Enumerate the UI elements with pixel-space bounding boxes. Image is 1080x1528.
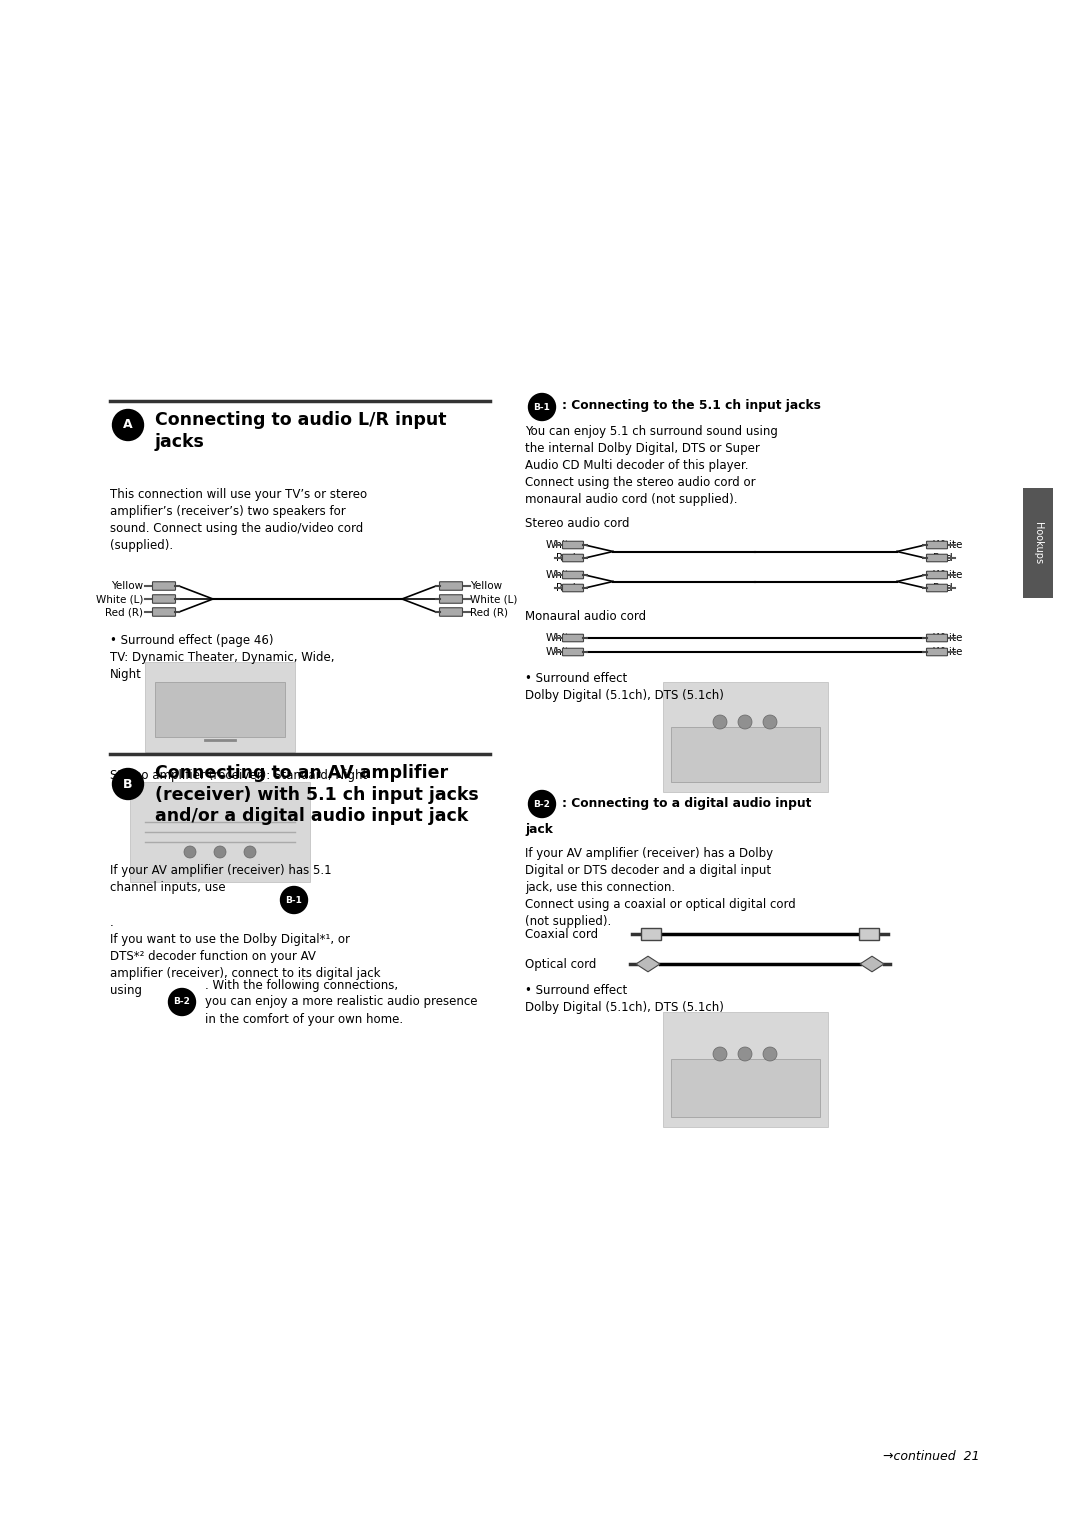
- Circle shape: [762, 715, 777, 729]
- Text: If your AV amplifier (receiver) has 5.1
channel inputs, use: If your AV amplifier (receiver) has 5.1 …: [110, 863, 332, 894]
- FancyBboxPatch shape: [927, 571, 947, 579]
- Text: • Surround effect (page 46)
TV: Dynamic Theater, Dynamic, Wide,
Night: • Surround effect (page 46) TV: Dynamic …: [110, 634, 335, 681]
- Text: Coaxial cord: Coaxial cord: [525, 927, 598, 941]
- FancyBboxPatch shape: [152, 582, 175, 590]
- Text: White (L): White (L): [470, 594, 517, 604]
- FancyBboxPatch shape: [662, 1012, 827, 1126]
- Text: If your AV amplifier (receiver) has a Dolby
Digital or DTS decoder and a digital: If your AV amplifier (receiver) has a Do…: [525, 847, 796, 927]
- Text: Red (R): Red (R): [470, 607, 508, 617]
- Text: White: White: [545, 633, 576, 643]
- Circle shape: [112, 410, 144, 440]
- Circle shape: [528, 394, 555, 420]
- Circle shape: [281, 886, 308, 914]
- FancyBboxPatch shape: [927, 584, 947, 591]
- Text: White: White: [933, 539, 963, 550]
- Text: →continued  21: →continued 21: [883, 1450, 980, 1462]
- Text: White (L): White (L): [96, 594, 143, 604]
- Text: Red (R): Red (R): [105, 607, 143, 617]
- FancyBboxPatch shape: [662, 681, 827, 792]
- FancyBboxPatch shape: [671, 727, 820, 782]
- FancyBboxPatch shape: [927, 648, 947, 656]
- Text: : Connecting to a digital audio input: : Connecting to a digital audio input: [562, 796, 811, 810]
- Text: jack: jack: [525, 824, 553, 836]
- FancyBboxPatch shape: [563, 541, 583, 549]
- FancyBboxPatch shape: [145, 662, 295, 752]
- Text: Hookups: Hookups: [1032, 523, 1043, 564]
- Circle shape: [214, 847, 226, 859]
- FancyBboxPatch shape: [671, 1059, 820, 1117]
- FancyBboxPatch shape: [440, 582, 462, 590]
- Text: B-2: B-2: [534, 799, 551, 808]
- Text: White: White: [933, 633, 963, 643]
- Text: White: White: [545, 570, 576, 581]
- Text: White: White: [545, 646, 576, 657]
- Text: Red: Red: [933, 584, 953, 593]
- Circle shape: [528, 790, 555, 817]
- FancyBboxPatch shape: [1023, 487, 1053, 597]
- FancyBboxPatch shape: [152, 594, 175, 604]
- Text: .
If you want to use the Dolby Digital*¹, or
DTS*² decoder function on your AV
a: . If you want to use the Dolby Digital*¹…: [110, 915, 380, 996]
- Text: • Surround effect
Dolby Digital (5.1ch), DTS (5.1ch): • Surround effect Dolby Digital (5.1ch),…: [525, 984, 724, 1015]
- Text: . With the following connections,
you can enjoy a more realistic audio presence
: . With the following connections, you ca…: [205, 978, 477, 1025]
- FancyBboxPatch shape: [927, 541, 947, 549]
- Text: B-2: B-2: [174, 998, 190, 1007]
- Text: White: White: [933, 570, 963, 581]
- FancyBboxPatch shape: [152, 608, 175, 616]
- FancyBboxPatch shape: [130, 782, 310, 882]
- Text: Red: Red: [556, 584, 576, 593]
- Circle shape: [168, 989, 195, 1016]
- Circle shape: [738, 1047, 752, 1060]
- Circle shape: [762, 1047, 777, 1060]
- Text: Stereo audio cord: Stereo audio cord: [525, 516, 630, 530]
- FancyBboxPatch shape: [156, 681, 285, 736]
- FancyBboxPatch shape: [859, 927, 879, 940]
- Text: Monaural audio cord: Monaural audio cord: [525, 610, 646, 623]
- FancyBboxPatch shape: [927, 634, 947, 642]
- Text: Red: Red: [933, 553, 953, 562]
- FancyBboxPatch shape: [563, 584, 583, 591]
- Text: Connecting to an AV amplifier
(receiver) with 5.1 ch input jacks
and/or a digita: Connecting to an AV amplifier (receiver)…: [156, 764, 478, 825]
- Circle shape: [738, 715, 752, 729]
- FancyBboxPatch shape: [642, 927, 661, 940]
- Text: B-1: B-1: [285, 895, 302, 905]
- Circle shape: [713, 715, 727, 729]
- Text: B: B: [123, 778, 133, 790]
- Text: A: A: [123, 419, 133, 431]
- Text: Connecting to audio L/R input
jacks: Connecting to audio L/R input jacks: [156, 411, 446, 451]
- FancyBboxPatch shape: [563, 648, 583, 656]
- Text: Yellow: Yellow: [111, 581, 143, 591]
- Polygon shape: [636, 957, 660, 972]
- Circle shape: [184, 847, 195, 859]
- Circle shape: [244, 847, 256, 859]
- Text: Optical cord: Optical cord: [525, 958, 596, 970]
- Text: White: White: [545, 539, 576, 550]
- Text: This connection will use your TV’s or stereo
amplifier’s (receiver’s) two speake: This connection will use your TV’s or st…: [110, 487, 367, 552]
- Text: : Connecting to the 5.1 ch input jacks: : Connecting to the 5.1 ch input jacks: [562, 399, 821, 413]
- FancyBboxPatch shape: [563, 634, 583, 642]
- FancyBboxPatch shape: [563, 555, 583, 562]
- Text: You can enjoy 5.1 ch surround sound using
the internal Dolby Digital, DTS or Sup: You can enjoy 5.1 ch surround sound usin…: [525, 425, 778, 506]
- Text: Yellow: Yellow: [470, 581, 502, 591]
- FancyBboxPatch shape: [440, 608, 462, 616]
- Circle shape: [713, 1047, 727, 1060]
- FancyBboxPatch shape: [563, 571, 583, 579]
- Polygon shape: [860, 957, 885, 972]
- Text: Red: Red: [556, 553, 576, 562]
- Text: B-1: B-1: [534, 402, 551, 411]
- FancyBboxPatch shape: [927, 555, 947, 562]
- Text: • Surround effect
Dolby Digital (5.1ch), DTS (5.1ch): • Surround effect Dolby Digital (5.1ch),…: [525, 672, 724, 701]
- Text: Stereo amplifier (receiver): Standard, Night: Stereo amplifier (receiver): Standard, N…: [110, 769, 367, 782]
- FancyBboxPatch shape: [440, 594, 462, 604]
- Text: White: White: [933, 646, 963, 657]
- Circle shape: [112, 769, 144, 799]
